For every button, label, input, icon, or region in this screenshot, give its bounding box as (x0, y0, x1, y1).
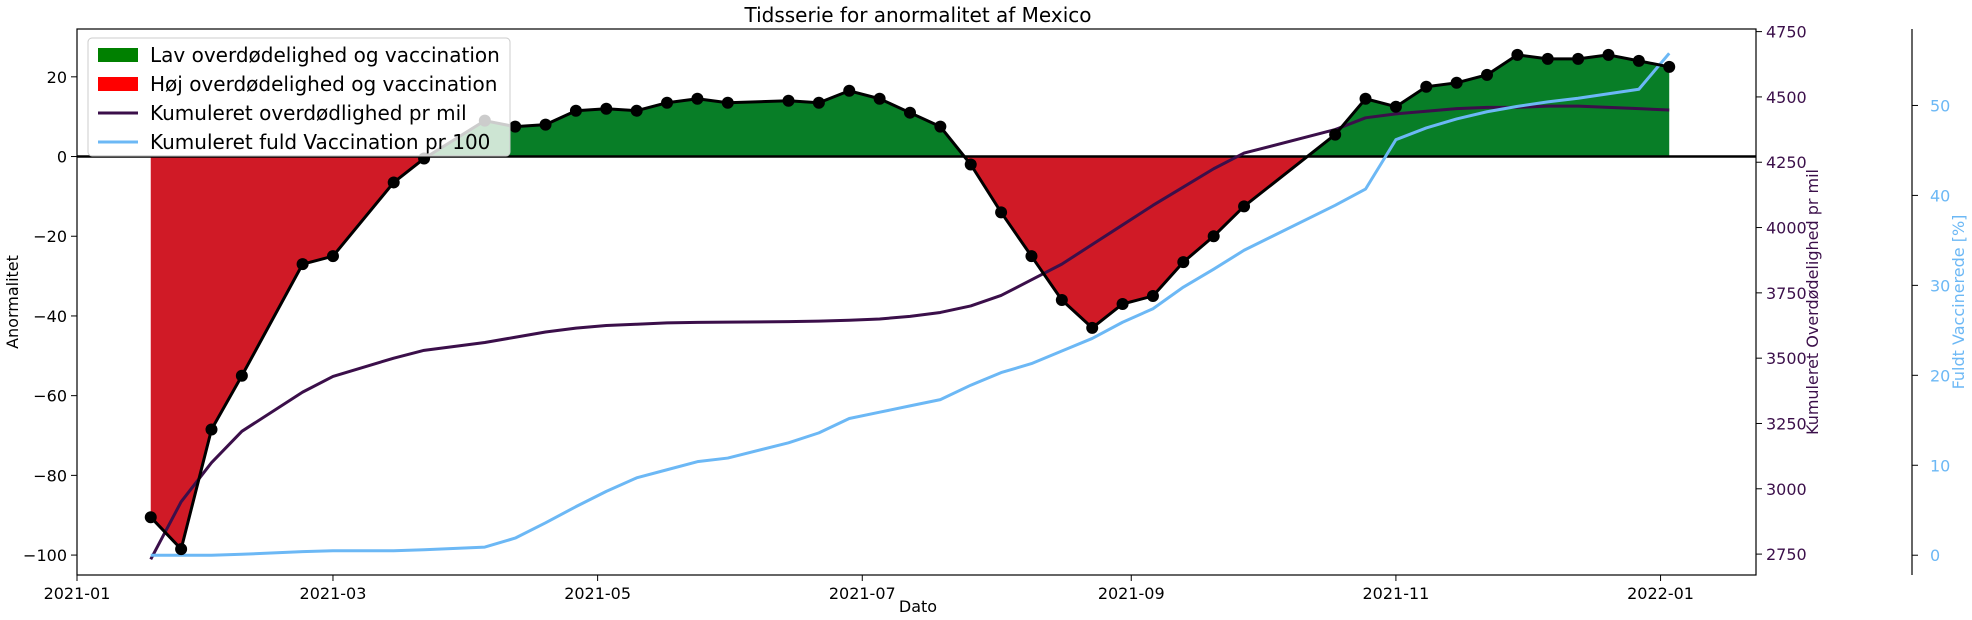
anomaly-point-28 (1116, 297, 1129, 310)
right1-tick-label-2: 4250 (1766, 153, 1807, 172)
anomaly-point-41 (1572, 52, 1585, 65)
anomaly-point-4 (296, 258, 309, 271)
anomaly-point-3 (235, 369, 248, 382)
legend-label-3: Kumuleret fuld Vaccination pr 100 (150, 130, 490, 154)
legend: Lav overdødelighed og vaccination Høj ove… (87, 37, 511, 157)
anomaly-point-29 (1146, 290, 1159, 303)
y-tick-label-3: −40 (33, 307, 67, 326)
x-tick-label-2: 2021-05 (564, 584, 631, 603)
anomaly-point-21 (903, 106, 916, 119)
anomaly-point-17 (782, 94, 795, 107)
right2-tick-label-1: 40 (1930, 186, 1950, 205)
anomaly-point-44 (1663, 60, 1676, 73)
anomaly-point-0 (144, 511, 157, 524)
y-tick-label-1: 0 (57, 148, 67, 167)
positive-anomaly-area-3 (1307, 54, 1670, 157)
anomaly-point-6 (387, 176, 400, 189)
right1-tick-label-7: 3000 (1766, 480, 1807, 499)
anomaly-point-16 (721, 96, 734, 109)
y-axis-label-vaccination: Fuldt Vaccinerede [%] (1949, 215, 1968, 390)
legend-label-1: Høj overdødelighed og vaccination (150, 72, 497, 96)
anomaly-point-2 (205, 423, 218, 436)
legend-swatch-1 (98, 77, 138, 91)
plot-frame (76, 28, 1757, 576)
y-axis-label-mortality: Kumuleret Overdødelighed pr mil (1803, 169, 1822, 435)
anomaly-point-25 (1025, 250, 1038, 263)
x-tick-label-3: 2021-07 (829, 584, 896, 603)
x-tick-label-0: 2021-01 (44, 584, 111, 603)
negative-anomaly-area-2 (964, 156, 1308, 328)
y-tick-label-6: −100 (23, 546, 67, 565)
anomaly-point-9 (509, 120, 522, 133)
anomaly-point-24 (995, 206, 1008, 219)
vaccination-line (150, 52, 1671, 557)
right2-tick-label-2: 30 (1930, 276, 1950, 295)
right2-tick-label-0: 50 (1930, 96, 1950, 115)
anomaly-point-23 (964, 158, 977, 171)
anomaly-point-37 (1450, 76, 1463, 89)
anomaly-point-38 (1481, 68, 1494, 81)
anomaly-point-10 (539, 118, 552, 131)
right1-tick-label-5: 3500 (1766, 349, 1807, 368)
anomaly-point-15 (691, 92, 704, 105)
x-axis-label: Dato (899, 597, 937, 616)
anomaly-points (144, 48, 1676, 556)
y-tick-label-0: 20 (47, 68, 67, 87)
axes: 2021-01 2021-03 2021-05 2021-07 2021-09 2021-… (23, 23, 1950, 603)
anomaly-point-35 (1389, 100, 1402, 113)
right2-tick-label-5: 0 (1930, 546, 1940, 565)
right1-tick-label-1: 4500 (1766, 88, 1807, 107)
right2-tick-label-4: 10 (1930, 456, 1950, 475)
anomaly-point-13 (630, 104, 643, 117)
right1-tick-label-8: 2750 (1766, 545, 1807, 564)
anomaly-point-36 (1420, 80, 1433, 93)
right1-tick-label-4: 3750 (1766, 284, 1807, 303)
x-tick-label-1: 2021-03 (300, 584, 367, 603)
anomaly-point-43 (1632, 54, 1645, 67)
anomaly-point-1 (175, 543, 188, 556)
y-tick-label-5: −80 (33, 466, 67, 485)
legend-label-0: Lav overdødelighed og vaccination (150, 43, 500, 67)
legend-swatch-0 (98, 48, 138, 62)
right1-tick-label-6: 3250 (1766, 414, 1807, 433)
anomaly-point-14 (661, 96, 674, 109)
right1-tick-label-0: 4750 (1766, 23, 1807, 42)
anomaly-fill-areas (150, 54, 1670, 550)
anomaly-point-26 (1055, 294, 1068, 307)
right2-tick-label-3: 20 (1930, 366, 1950, 385)
y-tick-label-2: −20 (33, 227, 67, 246)
chart-title: Tidsserie for anormalitet af Mexico (743, 3, 1091, 27)
anomaly-point-11 (569, 104, 582, 117)
anomaly-point-12 (600, 102, 613, 115)
anomaly-point-18 (812, 96, 825, 109)
anomaly-point-33 (1329, 128, 1342, 141)
anomaly-point-30 (1177, 256, 1190, 269)
x-tick-label-6: 2022-01 (1627, 584, 1694, 603)
x-tick-label-4: 2021-09 (1098, 584, 1165, 603)
anomaly-point-32 (1238, 200, 1251, 213)
y-tick-label-4: −60 (33, 387, 67, 406)
positive-anomaly-area-1 (427, 90, 965, 157)
anomaly-point-39 (1511, 48, 1524, 61)
anomaly-point-22 (934, 120, 947, 133)
anomaly-point-31 (1207, 230, 1220, 243)
mortality-line (149, 104, 1670, 561)
legend-label-2: Kumuleret overdødlighed pr mil (150, 101, 467, 125)
anomaly-point-42 (1602, 48, 1615, 61)
x-tick-label-5: 2021-11 (1362, 584, 1429, 603)
anomaly-point-27 (1086, 321, 1099, 334)
legend-box (87, 37, 511, 157)
anomaly-point-20 (873, 92, 886, 105)
y-axis-label-left: Anormalitet (3, 255, 22, 349)
right1-tick-label-3: 4000 (1766, 219, 1807, 238)
anomaly-point-40 (1541, 52, 1554, 65)
anomaly-point-19 (843, 84, 856, 97)
anomaly-point-5 (326, 250, 339, 263)
negative-anomaly-area-0 (150, 156, 428, 550)
anomaly-point-34 (1359, 92, 1372, 105)
